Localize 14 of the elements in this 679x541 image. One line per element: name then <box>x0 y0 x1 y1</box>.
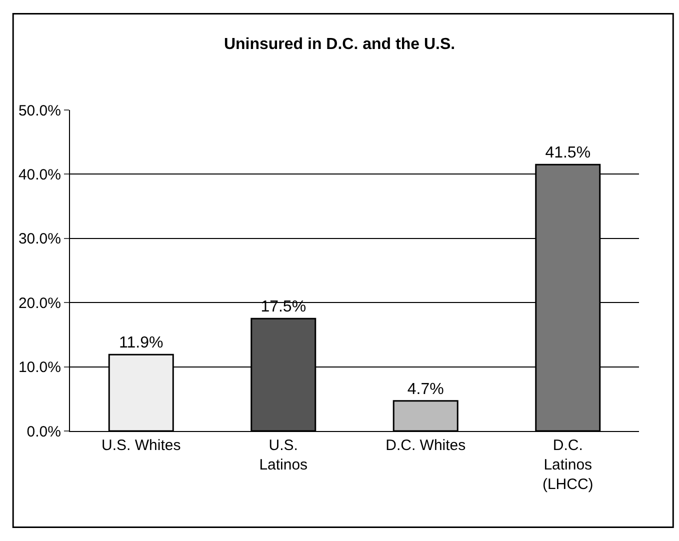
x-tick-label: U.S. Whites <box>102 437 181 454</box>
y-tick-label: 20.0% <box>18 294 61 312</box>
data-label: 4.7% <box>407 380 444 398</box>
x-tick-label: D.C. Latinos (LHCC) <box>542 437 594 493</box>
y-tick-label: 10.0% <box>18 359 61 376</box>
chart-title: Uninsured in D.C. and the U.S. <box>224 36 456 54</box>
data-label: 41.5% <box>545 144 591 162</box>
y-tick-label: 50.0% <box>18 102 61 120</box>
x-tick-label: D.C. Whites <box>386 437 466 454</box>
y-tick-label: 0.0% <box>26 423 61 440</box>
y-tick-label: 30.0% <box>18 230 61 248</box>
x-tick-label: U.S. Latinos <box>259 437 308 474</box>
y-tick-label: 40.0% <box>18 166 61 184</box>
data-label: 11.9% <box>119 334 164 352</box>
